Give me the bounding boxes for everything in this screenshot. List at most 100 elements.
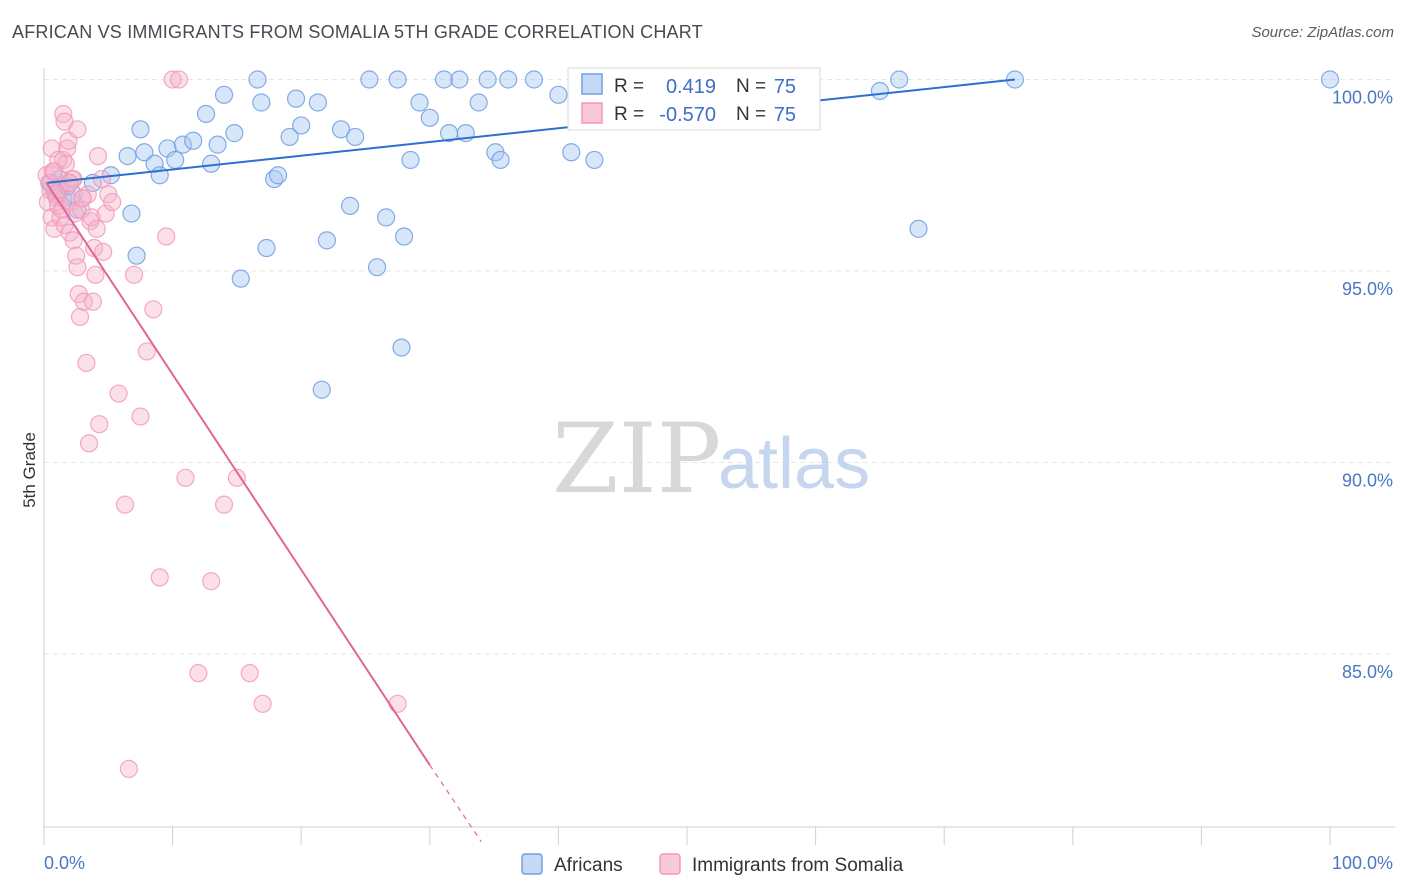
- point-africans-19: [173, 135, 192, 154]
- point-somalia-70: [42, 139, 61, 158]
- point-africans-60: [549, 85, 568, 104]
- point-somalia-60: [214, 495, 234, 514]
- stats-r-label-africans: R =: [614, 76, 644, 97]
- trend-lines: [45, 78, 1016, 843]
- point-africans-61: [562, 143, 581, 162]
- stats-n-label-africans: N =: [736, 76, 766, 97]
- legend-label-somalia: Immigrants from Somalia: [692, 855, 904, 876]
- point-africans-29: [257, 238, 276, 258]
- point-somalia-63: [253, 694, 272, 713]
- trend-line-somalia: [45, 182, 431, 766]
- point-somalia-59: [202, 572, 221, 591]
- point-africans-48: [410, 93, 429, 112]
- point-somalia-26: [70, 307, 90, 327]
- point-africans-38: [331, 120, 351, 139]
- point-somalia-58: [189, 664, 208, 683]
- y-tick-label-1: 90.0%: [1342, 471, 1393, 491]
- point-somalia-62: [240, 664, 259, 683]
- point-africans-23: [208, 135, 227, 154]
- y-tick-label-2: 95.0%: [1342, 279, 1393, 299]
- y-axis-label: 5th Grade: [20, 432, 39, 508]
- point-somalia-74: [73, 189, 92, 208]
- y-tick-label-0: 85.0%: [1342, 662, 1393, 682]
- legend-swatch-somalia: [659, 853, 681, 875]
- point-somalia-72: [45, 162, 64, 181]
- point-africans-37: [317, 231, 337, 250]
- point-somalia-21: [64, 231, 83, 250]
- point-somalia-30: [77, 353, 96, 373]
- point-somalia-1: [38, 192, 57, 212]
- point-somalia-53: [150, 568, 169, 587]
- point-africans-58: [499, 70, 518, 89]
- point-africans-71: [890, 70, 909, 89]
- point-somalia-57: [176, 468, 195, 487]
- x-tick-label-1: 100.0%: [1332, 853, 1393, 873]
- point-somalia-64: [388, 694, 407, 713]
- point-somalia-49: [124, 265, 144, 284]
- point-somalia-42: [94, 242, 113, 261]
- point-africans-74: [1320, 70, 1340, 89]
- point-somalia-39: [88, 147, 108, 166]
- point-somalia-61: [227, 468, 246, 487]
- point-africans-44: [388, 70, 407, 89]
- point-africans-62: [585, 150, 604, 170]
- point-africans-50: [434, 70, 454, 89]
- stats-r-label-somalia: R =: [614, 104, 644, 125]
- chart-title: AFRICAN VS IMMIGRANTS FROM SOMALIA 5TH G…: [12, 22, 703, 42]
- trend-line-somalia-extension: [429, 764, 482, 843]
- point-africans-18: [166, 150, 185, 170]
- point-africans-42: [367, 258, 387, 277]
- point-somalia-73: [60, 173, 79, 193]
- point-somalia-69: [68, 120, 87, 139]
- point-africans-14: [135, 143, 154, 162]
- series-somalia-points: [37, 70, 407, 779]
- point-africans-25: [225, 124, 244, 143]
- point-africans-28: [252, 93, 271, 112]
- stats-swatch-africans: [581, 73, 603, 95]
- point-somalia-35: [83, 292, 102, 311]
- point-africans-72: [909, 219, 928, 238]
- point-africans-70: [870, 81, 890, 101]
- point-africans-11: [122, 204, 141, 223]
- stats-swatch-somalia: [581, 102, 603, 124]
- point-africans-47: [401, 150, 420, 170]
- point-africans-43: [376, 208, 396, 227]
- watermark-zip: ZIP: [552, 403, 721, 515]
- point-somalia-45: [103, 192, 122, 212]
- point-somalia-47: [115, 495, 135, 514]
- point-africans-13: [131, 120, 150, 139]
- point-somalia-55: [163, 70, 182, 89]
- point-africans-21: [196, 104, 216, 124]
- point-africans-12: [127, 246, 146, 265]
- point-somalia-50: [131, 407, 150, 426]
- point-africans-54: [469, 93, 488, 112]
- point-africans-45: [392, 338, 411, 357]
- point-somalia-65: [54, 104, 73, 124]
- point-somalia-24: [68, 258, 87, 277]
- point-africans-32: [280, 127, 299, 147]
- point-somalia-6: [45, 219, 64, 238]
- point-somalia-71: [49, 150, 68, 170]
- point-somalia-41: [92, 169, 111, 189]
- point-africans-34: [292, 116, 311, 135]
- point-africans-41: [360, 70, 379, 89]
- legend-label-africans: Africans: [554, 855, 623, 876]
- point-africans-57: [491, 150, 510, 170]
- x-tick-label-0: 0.0%: [44, 853, 85, 873]
- point-africans-35: [308, 93, 328, 112]
- point-somalia-51: [137, 342, 156, 361]
- point-africans-55: [478, 70, 497, 89]
- point-africans-52: [450, 70, 469, 89]
- axes: [43, 68, 1395, 845]
- stats-n-value-africans: 75: [774, 76, 796, 98]
- stats-n-label-somalia: N =: [736, 104, 766, 125]
- point-somalia-52: [144, 300, 163, 319]
- legend-swatch-africans: [521, 853, 543, 875]
- stats-r-value-africans: 0.419: [666, 76, 716, 98]
- point-africans-46: [394, 227, 414, 246]
- source-credit: Source: ZipAtlas.com: [1251, 24, 1394, 41]
- grid-lines: [44, 79, 1395, 655]
- point-somalia-38: [87, 219, 106, 238]
- point-africans-27: [248, 70, 267, 89]
- watermark-atlas: atlas: [718, 424, 870, 504]
